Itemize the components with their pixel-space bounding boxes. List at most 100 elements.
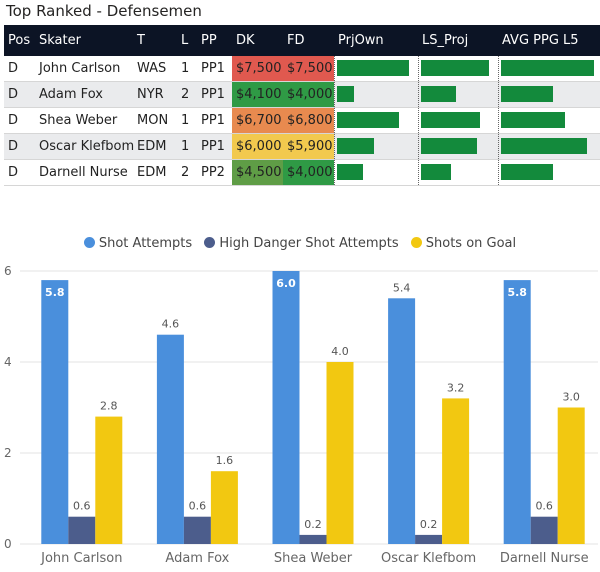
pos-cell: D [4,81,35,108]
fd-salary-cell: $5,900 [283,133,334,160]
cell-divider [418,82,419,107]
fd-salary-cell: $4,000 [283,81,334,108]
ls-proj-bar [421,138,477,154]
cell-divider [334,82,335,107]
col-header-prjown[interactable]: PrjOwn [334,25,418,56]
ls-proj-bar-cell [418,107,498,134]
dk-salary-cell: $7,500 [232,56,283,82]
cell-divider [418,160,419,185]
pos-cell: D [4,56,35,82]
bar-shots-on-goal[interactable] [95,416,123,544]
bar-high-danger-shot-attempts[interactable] [68,516,96,544]
avg-ppg-bar [501,60,594,76]
legend-item-shot-attempts[interactable]: Shot Attempts [83,236,193,251]
fd-salary-cell: $7,500 [283,56,334,82]
line-cell: 1 [177,133,197,160]
avg-ppg-bar-cell [498,159,600,186]
avg-ppg-bar-cell [498,81,600,108]
cell-divider [498,108,499,133]
dk-salary-cell: $6,700 [232,107,283,134]
legend-item-shots-on-goal[interactable]: Shots on Goal [410,236,516,251]
ls-proj-bar-cell [418,81,498,108]
bar-high-danger-shot-attempts[interactable] [530,516,558,544]
dk-salary-cell: $4,100 [232,81,283,108]
legend-label: Shot Attempts [98,236,193,251]
legend-dot-icon [410,237,422,248]
prjown-bar-cell [334,133,418,160]
bar-high-danger-shot-attempts[interactable] [183,516,211,544]
prjown-bar [337,86,354,102]
col-header-line[interactable]: L [177,25,197,56]
prjown-bar [337,112,399,128]
bar-high-danger-shot-attempts[interactable] [299,534,327,544]
fd-salary-cell: $4,000 [283,159,334,186]
ls-proj-bar [421,60,489,76]
bar-shot-attempts[interactable] [156,334,184,544]
pp-cell: PP1 [197,81,232,108]
chart-legend: Shot Attempts High Danger Shot Attempts … [0,236,600,251]
legend-item-high-danger[interactable]: High Danger Shot Attempts [204,236,399,251]
data-label: 0.2 [420,518,438,531]
avg-ppg-bar [501,138,587,154]
table-row[interactable]: D Adam Fox NYR 2 PP1 $4,100 $4,000 [4,81,600,108]
legend-dot-icon [204,237,216,248]
report-title: Top Ranked - Defensemen [6,2,202,20]
legend-dot-icon [83,237,95,248]
cell-divider [498,134,499,159]
col-header-pos[interactable]: Pos [4,25,35,56]
ls-proj-bar [421,86,456,102]
col-header-skater[interactable]: Skater [35,25,133,56]
table-row[interactable]: D John Carlson WAS 1 PP1 $7,500 $7,500 [4,56,600,82]
bar-shots-on-goal[interactable] [326,362,354,544]
team-cell: WAS [133,56,177,82]
table-row[interactable]: D Darnell Nurse EDM 2 PP2 $4,500 $4,000 [4,159,600,186]
x-tick-label: John Carlson [40,551,122,566]
dk-salary-cell: $4,500 [232,159,283,186]
y-tick-label: 0 [4,537,12,551]
data-label: 5.4 [393,281,411,294]
team-cell: EDM [133,159,177,186]
table-header-row: Pos Skater T L PP DK FD PrjOwn LS_Proj A… [4,25,600,56]
legend-label: High Danger Shot Attempts [219,236,399,251]
col-header-dk[interactable]: DK [232,25,283,56]
dk-salary-cell: $6,000 [232,133,283,160]
table-row[interactable]: D Shea Weber MON 1 PP1 $6,700 $6,800 [4,107,600,134]
bar-shots-on-goal[interactable] [557,407,585,545]
x-tick-label: Adam Fox [165,551,229,566]
x-tick-label: Oscar Klefbom [381,551,476,566]
defensemen-table: Pos Skater T L PP DK FD PrjOwn LS_Proj A… [4,25,600,186]
bar-shot-attempts[interactable] [272,271,300,544]
skater-cell: Oscar Klefbom [35,133,134,160]
avg-ppg-bar-cell [498,56,600,82]
pos-cell: D [4,159,35,186]
data-label: 4.0 [331,345,349,358]
bar-shot-attempts[interactable] [503,280,531,544]
skater-cell: Adam Fox [35,81,133,108]
team-cell: MON [133,107,177,134]
bar-shot-attempts[interactable] [41,280,69,544]
col-header-pp[interactable]: PP [197,25,232,56]
bar-shots-on-goal[interactable] [210,471,238,544]
data-label: 1.6 [216,454,234,467]
col-header-fd[interactable]: FD [283,25,334,56]
data-label: 0.6 [189,500,207,513]
shots-bar-chart: 0 2 4 6 5.8 0.6 2.8 John Carlson 4.6 0.6 1.6 Adam F… [4,264,598,566]
y-tick-label: 6 [4,264,12,278]
col-header-ls-proj[interactable]: LS_Proj [418,25,498,56]
col-header-team[interactable]: T [133,25,177,56]
table-row[interactable]: D Oscar Klefbom EDM 1 PP1 $6,000 $5,900 [4,133,600,160]
bar-shot-attempts[interactable] [388,298,416,544]
cell-divider [334,134,335,159]
cell-divider [418,134,419,159]
cell-divider [418,108,419,133]
prjown-bar-cell [334,107,418,134]
ls-proj-bar-cell [418,56,498,82]
pp-cell: PP1 [197,107,232,134]
col-header-avg-ppg[interactable]: AVG PPG L5 [498,25,600,56]
prjown-bar [337,60,409,76]
bar-high-danger-shot-attempts[interactable] [415,534,443,544]
data-label: 3.2 [447,381,465,394]
bar-shots-on-goal[interactable] [442,398,470,544]
cell-divider [334,56,335,81]
cell-divider [498,82,499,107]
